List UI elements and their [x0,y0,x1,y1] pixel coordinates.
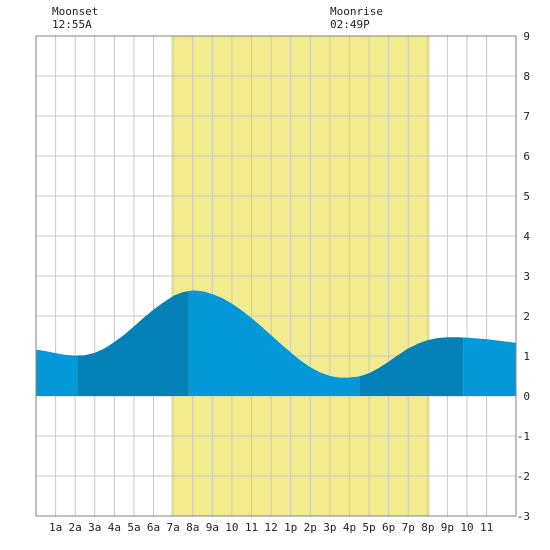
x-tick-label: 6a [147,521,160,534]
tide-band-light [188,290,360,396]
y-tick-label: -1 [517,430,530,443]
moon-event-moonset: Moonset 12:55A [52,5,98,31]
tide-layer [36,290,516,396]
axes-layer [35,35,517,517]
tide-band-dark [359,337,464,396]
moonset-label: Moonset [52,5,99,18]
x-tick-label: 8a [186,521,199,534]
x-tick-label: 3a [88,521,101,534]
tide-band-light [36,349,78,396]
y-tick-label: 7 [523,110,530,123]
x-tick-labels: 1a 2a 3a 4a 5a 6a 7a 8a 9a 10 11 12 1p 2p 3p 4p 5p 6p 7p 8p… [49,521,493,534]
x-tick-label: 6p [382,521,395,534]
moonrise-label: Moonrise [330,5,383,18]
x-tick-label: 2a [69,521,82,534]
y-tick-label: 5 [523,190,530,203]
x-tick-label: 9p [441,521,454,534]
moonrise-time: 02:49P [330,18,370,31]
x-tick-label: 10 [460,521,473,534]
y-tick-label: 1 [523,350,530,363]
x-tick-label: 3p [323,521,336,534]
y-tick-label: 4 [523,230,530,243]
x-tick-label: 11 [245,521,258,534]
x-tick-label: 7a [167,521,180,534]
x-tick-label: 11 [480,521,493,534]
plot-border [35,35,517,517]
y-tick-label: 0 [523,390,530,403]
x-tick-label: 1a [49,521,62,534]
y-tick-label: -2 [517,470,530,483]
x-tick-label: 5p [362,521,375,534]
x-tick-label: 5a [127,521,140,534]
y-tick-label: 6 [523,150,530,163]
y-tick-labels: 9 8 7 6 5 4 3 2 1 0 -1 -2 -3 [517,30,531,523]
x-tick-label: 2p [304,521,317,534]
y-tick-label: 9 [523,30,530,43]
moon-event-moonrise: Moonrise 02:49P [330,5,383,31]
x-tick-label: 4a [108,521,121,534]
y-tick-label: 2 [523,310,530,323]
x-tick-label: 1p [284,521,297,534]
moonset-time: 12:55A [52,18,92,31]
x-tick-label: 9a [206,521,219,534]
x-tick-label: 8p [421,521,434,534]
tide-band-dark [77,291,189,396]
x-tick-label: 7p [402,521,415,534]
y-tick-label: 3 [523,270,530,283]
y-tick-label: 8 [523,70,530,83]
x-tick-label: 4p [343,521,356,534]
x-tick-label: 12 [264,521,277,534]
x-tick-label: 10 [225,521,238,534]
y-tick-label: -3 [517,510,530,523]
tide-band-light [463,337,516,396]
